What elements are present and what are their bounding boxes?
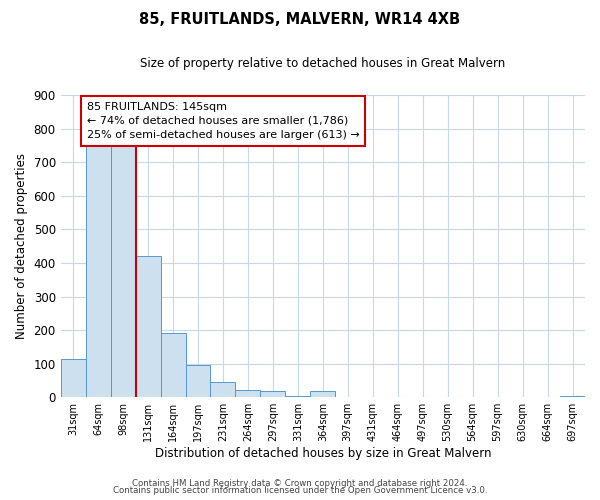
Bar: [310, 391, 335, 397]
Bar: [560, 396, 585, 397]
Text: 85 FRUITLANDS: 145sqm
← 74% of detached houses are smaller (1,786)
25% of semi-d: 85 FRUITLANDS: 145sqm ← 74% of detached …: [87, 102, 359, 140]
Bar: [136, 256, 161, 397]
Text: 85, FRUITLANDS, MALVERN, WR14 4XB: 85, FRUITLANDS, MALVERN, WR14 4XB: [139, 12, 461, 28]
Title: Size of property relative to detached houses in Great Malvern: Size of property relative to detached ho…: [140, 58, 505, 70]
Bar: [211, 382, 235, 397]
Bar: [86, 146, 110, 397]
Bar: [260, 391, 286, 397]
Y-axis label: Number of detached properties: Number of detached properties: [15, 153, 28, 339]
Text: Contains public sector information licensed under the Open Government Licence v3: Contains public sector information licen…: [113, 486, 487, 495]
Bar: [286, 396, 310, 397]
X-axis label: Distribution of detached houses by size in Great Malvern: Distribution of detached houses by size …: [155, 447, 491, 460]
Bar: [110, 146, 136, 397]
Bar: [161, 334, 185, 397]
Bar: [61, 360, 86, 397]
Text: Contains HM Land Registry data © Crown copyright and database right 2024.: Contains HM Land Registry data © Crown c…: [132, 478, 468, 488]
Bar: [235, 390, 260, 397]
Bar: [185, 366, 211, 397]
